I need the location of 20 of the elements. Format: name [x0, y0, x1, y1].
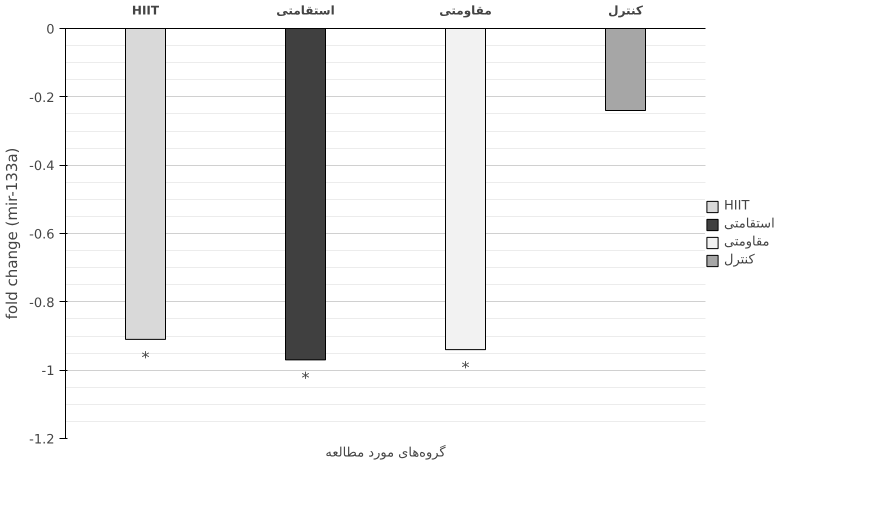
y-axis-title: fold change (mir-133a): [3, 148, 22, 320]
annotation: *: [462, 358, 470, 378]
x-axis-title: گروه‌های مورد مطالعه: [325, 444, 446, 460]
legend-label: کنترل: [724, 252, 755, 268]
legend-label: مقاومتی: [724, 234, 770, 250]
y-tick-label: 0: [46, 22, 55, 38]
y-tick-label: -0.2: [29, 90, 55, 106]
x-tick-label: کنترل: [608, 4, 643, 18]
y-tick-label: -1.2: [29, 432, 55, 448]
x-tick-label: مقاومتی: [439, 4, 492, 18]
y-tick-label: -0.8: [29, 296, 55, 311]
x-tick-label: HIIT: [132, 4, 160, 18]
annotation: *: [142, 348, 150, 367]
y-tick-label: -0.6: [29, 228, 55, 242]
x-tick-label: استقامتی: [276, 4, 335, 18]
legend-label: HIIT: [724, 198, 750, 214]
y-tick-label: -0.4: [29, 159, 55, 174]
y-tick-label: -1: [42, 364, 55, 380]
annotation: *: [302, 368, 310, 388]
legend-label: استقامتی: [724, 216, 775, 232]
